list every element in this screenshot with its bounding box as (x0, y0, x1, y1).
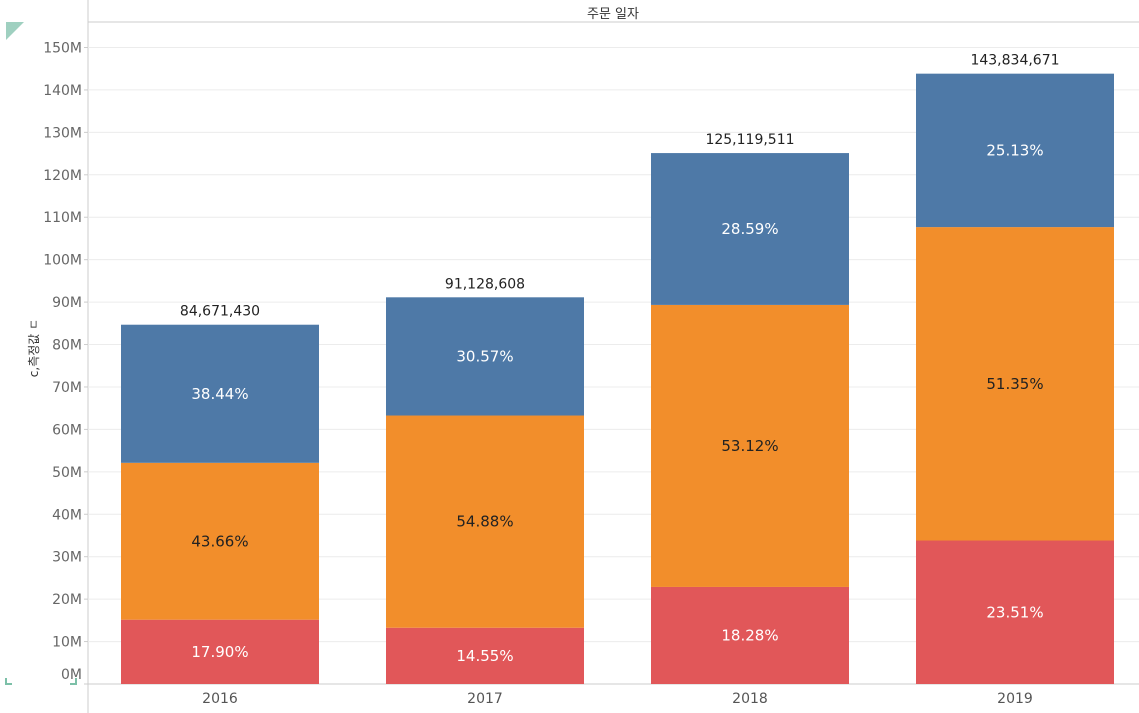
x-category-label: 2016 (202, 691, 238, 707)
x-axis-header-title: 주문 일자 (587, 7, 639, 22)
bar-segment-top[interactable] (386, 297, 584, 416)
segment-percent-label: 23.51% (986, 603, 1043, 621)
bar-segment-bottom[interactable] (386, 627, 584, 684)
y-tick-label: 150M (43, 41, 82, 57)
x-axis-ticks: 2016 2017 2018 2019 (202, 691, 1033, 707)
bar-segment-bottom[interactable] (651, 586, 849, 684)
segment-percent-label: 53.12% (721, 437, 778, 455)
y-axis-ticks: 0M 10M 20M 30M 40M 50M 60M 70M 80M 90M 100M 110M 120… (43, 41, 88, 685)
y-tick-label: 130M (43, 125, 82, 141)
bar-total-label: 84,671,430 (180, 304, 260, 320)
segment-percent-label: 54.88% (456, 513, 513, 531)
bar-segment-top[interactable] (121, 324, 319, 463)
bar-segment-top[interactable] (916, 73, 1114, 228)
bar-segment-middle[interactable] (651, 304, 849, 587)
y-tick-label: 60M (52, 422, 82, 438)
y-tick-label: 50M (52, 465, 82, 481)
corner-markers (5, 22, 77, 685)
y-axis-label: c,측정값 ㄷ (27, 319, 41, 377)
segment-percent-label: 38.44% (191, 385, 248, 403)
segment-percent-label: 14.55% (456, 647, 513, 665)
bar-total-label: 91,128,608 (445, 276, 525, 292)
bars: 17.90% 43.66% 38.44% 84,671,430 14.55% 54.88%… (121, 53, 1114, 684)
y-tick-label: 100M (43, 253, 82, 269)
y-tick-label: 30M (52, 550, 82, 566)
y-tick-label: 40M (52, 507, 82, 523)
corner-marker-bottom-left (5, 678, 12, 685)
segment-percent-label: 17.90% (191, 643, 248, 661)
segment-percent-label: 18.28% (721, 626, 778, 644)
bar-total-label: 125,119,511 (705, 132, 794, 148)
y-tick-label: 70M (52, 380, 82, 396)
segment-percent-label: 30.57% (456, 347, 513, 365)
segment-percent-label: 43.66% (191, 532, 248, 550)
segment-percent-label: 28.59% (721, 220, 778, 238)
corner-marker-top-left[interactable] (6, 22, 24, 40)
segment-percent-label: 51.35% (986, 375, 1043, 393)
bar-segment-top[interactable] (651, 153, 849, 305)
bar-segment-middle[interactable] (386, 415, 584, 628)
x-category-label: 2019 (997, 691, 1033, 707)
y-tick-label: 90M (52, 295, 82, 311)
corner-marker-bottom-axis (70, 678, 77, 685)
bar-segment-bottom[interactable] (121, 619, 319, 684)
y-tick-label: 110M (43, 210, 82, 226)
y-tick-label: 10M (52, 635, 82, 651)
y-tick-label: 120M (43, 168, 82, 184)
bar-segment-middle[interactable] (121, 462, 319, 620)
bar-total-label: 143,834,671 (970, 53, 1059, 69)
segment-percent-label: 25.13% (986, 141, 1043, 159)
x-category-label: 2017 (467, 691, 503, 707)
y-tick-label: 0M (61, 667, 82, 683)
bar-segment-bottom[interactable] (916, 540, 1114, 684)
bar-segment-middle[interactable] (916, 227, 1114, 541)
y-tick-label: 20M (52, 592, 82, 608)
y-tick-label: 140M (43, 83, 82, 99)
x-category-label: 2018 (732, 691, 768, 707)
y-tick-label: 80M (52, 338, 82, 354)
